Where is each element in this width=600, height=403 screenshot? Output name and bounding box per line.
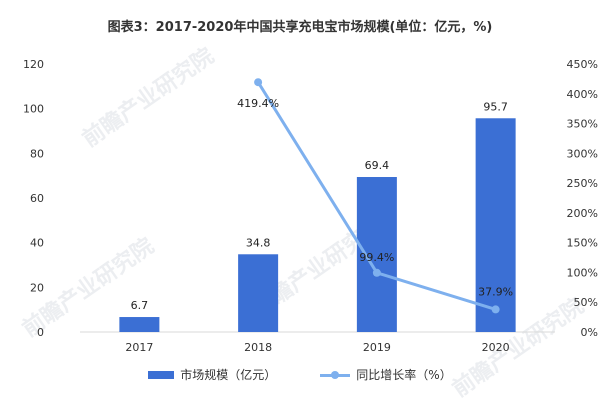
y-right-tick-label: 350% (567, 118, 598, 131)
y-right-tick-label: 400% (567, 88, 598, 101)
x-tick-label: 2019 (363, 341, 391, 354)
x-tick-label: 2020 (482, 341, 510, 354)
legend: 市场规模（亿元） 同比增长率（%） (0, 366, 600, 383)
line-data-label: 37.9% (478, 285, 513, 298)
bar-data-label: 34.8 (246, 236, 271, 249)
y-left-tick-label: 0 (37, 326, 44, 339)
bar-data-label: 95.7 (483, 100, 508, 113)
y-left-tick-label: 120 (23, 58, 44, 71)
legend-line-swatch (320, 370, 351, 380)
y-left-tick-label: 40 (30, 237, 44, 250)
y-left-tick-label: 20 (30, 281, 44, 294)
bar (356, 177, 397, 332)
y-right-tick-label: 150% (567, 237, 598, 250)
y-right-tick-label: 200% (567, 207, 598, 220)
y-right-tick-label: 250% (567, 177, 598, 190)
y-left-tick-label: 80 (30, 147, 44, 160)
growth-point (372, 268, 381, 277)
growth-point (254, 78, 263, 87)
bar-data-label: 69.4 (365, 159, 390, 172)
x-tick-label: 2018 (244, 341, 272, 354)
bar (238, 254, 279, 332)
legend-item-bar: 市场规模（亿元） (148, 366, 276, 383)
y-left-tick-label: 100 (23, 103, 44, 116)
legend-bar-label: 市场规模（亿元） (180, 368, 277, 382)
y-left-tick-label: 60 (30, 192, 44, 205)
y-right-tick-label: 450% (567, 58, 598, 71)
line-data-label: 99.4% (359, 251, 394, 264)
y-right-tick-label: 50% (574, 296, 598, 309)
bar-data-label: 6.7 (131, 299, 149, 312)
legend-item-line: 同比增长率（%） (320, 366, 452, 383)
y-right-tick-label: 300% (567, 147, 598, 160)
bar (119, 317, 160, 332)
legend-line-label: 同比增长率（%） (356, 368, 452, 382)
y-right-tick-label: 100% (567, 266, 598, 279)
line-data-label: 419.4% (237, 97, 279, 110)
growth-point (491, 305, 500, 314)
chart-title: 图表3：2017-2020年中国共享充电宝市场规模(单位：亿元，%) (107, 20, 493, 35)
x-tick-label: 2017 (125, 341, 153, 354)
y-right-tick-label: 0% (581, 326, 598, 339)
legend-bar-swatch (148, 370, 175, 379)
bar (475, 118, 516, 333)
